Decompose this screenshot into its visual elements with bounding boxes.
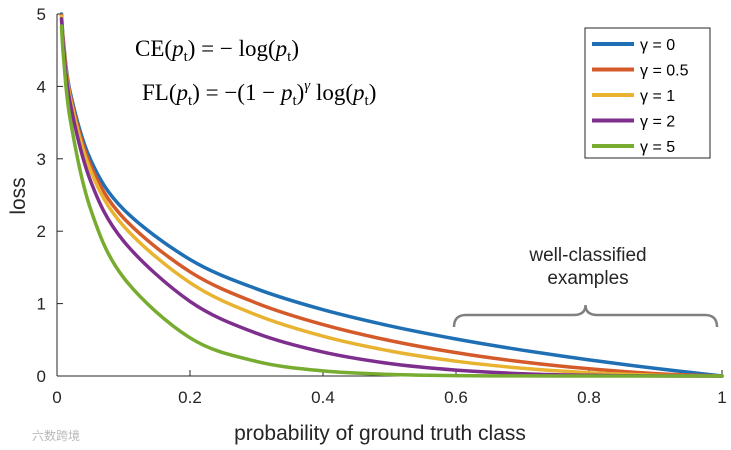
y-tick-label: 0 — [37, 367, 46, 386]
legend: γ = 0 γ = 0.5 γ = 1 γ = 2 γ = 5 — [592, 37, 689, 156]
watermark-text: 六数跨境 — [32, 428, 80, 443]
x-ticks: 0 0.2 0.4 0.6 0.8 1 — [52, 370, 727, 407]
legend-label-3: γ = 2 — [640, 114, 675, 131]
x-tick-label: 0.4 — [311, 388, 335, 407]
x-tick-label: 0.2 — [178, 388, 202, 407]
loss-curves — [59, 12, 724, 378]
x-tick-label: 1 — [717, 388, 726, 407]
x-axis-label: probability of ground truth class — [234, 422, 526, 445]
fl-equation: FL(pt) = −(1 − pt)γ log(pt) — [142, 78, 376, 109]
annotation-brace — [452, 304, 719, 328]
ce-equation: CE(pt) = − log(pt) — [135, 36, 299, 65]
series-line-4 — [59, 24, 724, 378]
annotation-line2: examples — [547, 268, 628, 289]
annotation-line1: well-classified — [528, 245, 646, 266]
x-tick-label: 0.6 — [444, 388, 468, 407]
y-tick-label: 4 — [37, 77, 46, 96]
y-tick-label: 1 — [37, 295, 46, 314]
legend-label-4: γ = 5 — [640, 139, 675, 156]
y-ticks: 0 1 2 3 4 5 — [37, 5, 63, 386]
x-tick-label: 0 — [52, 388, 61, 407]
legend-label-2: γ = 1 — [640, 88, 675, 105]
y-tick-label: 3 — [37, 150, 46, 169]
y-tick-label: 5 — [37, 5, 46, 24]
x-tick-label: 0.8 — [577, 388, 601, 407]
y-axis-label: loss — [7, 177, 30, 214]
legend-label-1: γ = 0.5 — [640, 63, 689, 80]
y-tick-label: 2 — [37, 222, 46, 241]
legend-label-0: γ = 0 — [640, 37, 675, 54]
